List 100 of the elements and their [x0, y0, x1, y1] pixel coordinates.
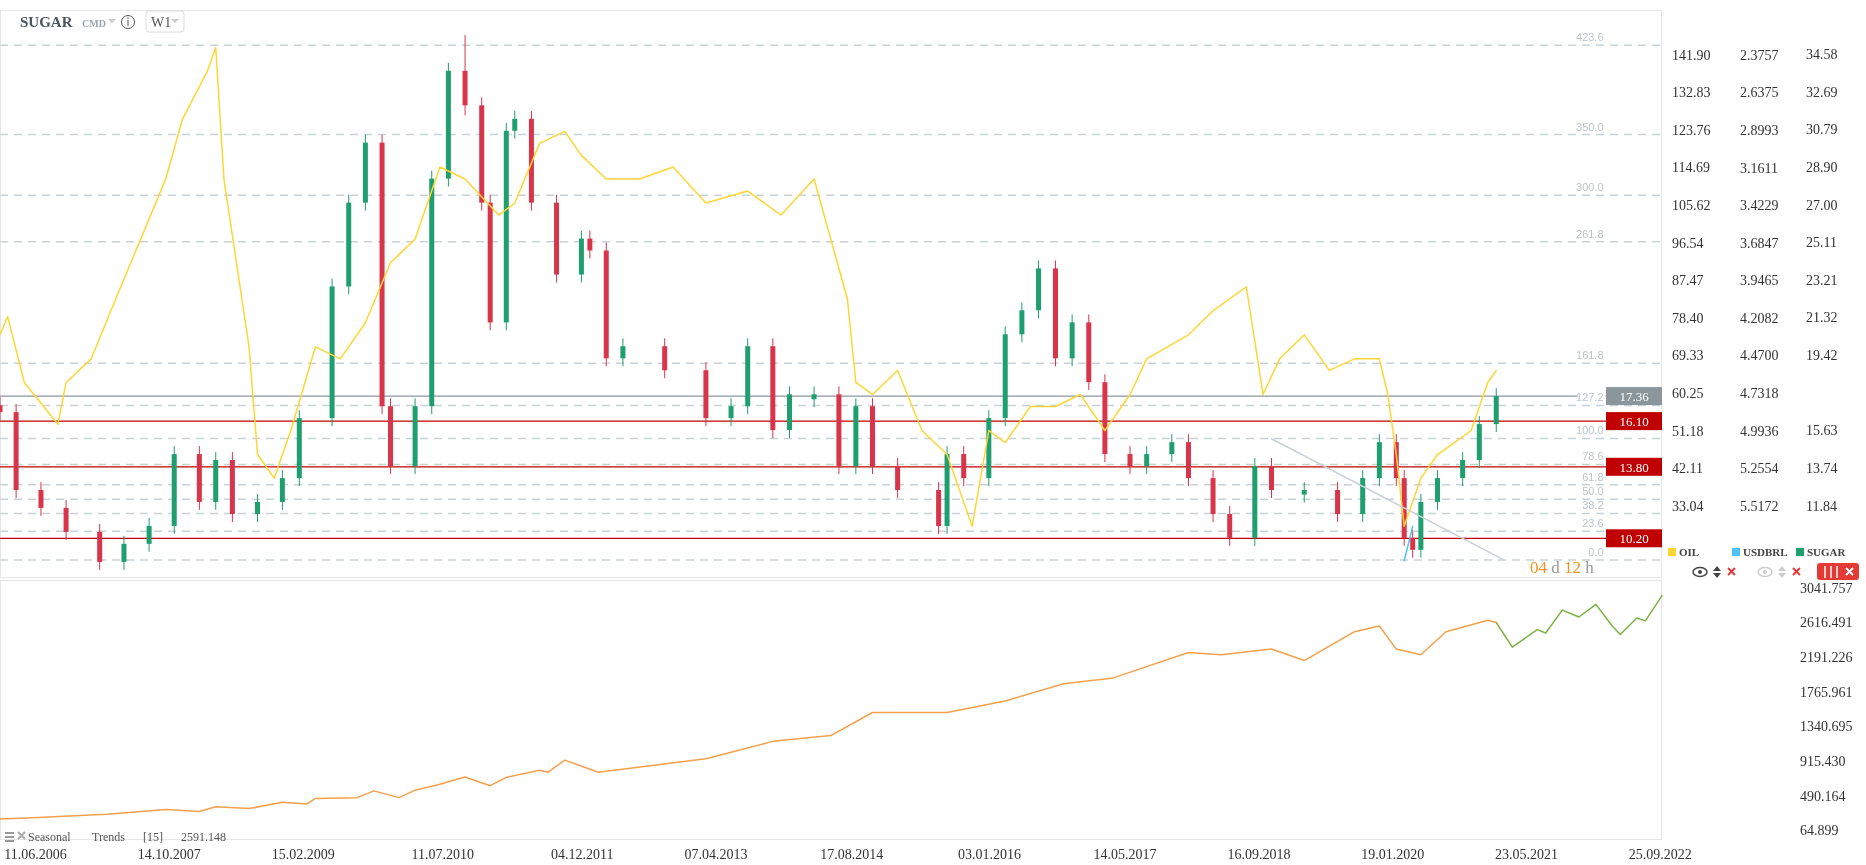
x-tick-label: 16.09.2018 — [1227, 847, 1291, 862]
annotation: 2591.148 — [181, 830, 226, 844]
legend-label: OIL — [1679, 546, 1700, 558]
y2-tick-label: 60.25 — [1672, 386, 1704, 402]
annotation: 261.8 — [1576, 227, 1604, 240]
candlestick — [121, 535, 127, 571]
x-tick-label: 07.04.2013 — [684, 847, 748, 862]
y2-tick-label: 132.83 — [1672, 85, 1711, 101]
y2-tick-label: 96.54 — [1672, 235, 1704, 251]
candlestick — [1410, 529, 1416, 559]
candlestick — [1227, 505, 1233, 547]
y2-tick-label: 141.90 — [1672, 47, 1711, 63]
y3-tick-label: 4.2082 — [1740, 310, 1779, 326]
y2-tick-label: 78.40 — [1672, 310, 1704, 326]
y2-tick-label: 69.33 — [1672, 348, 1704, 364]
legend-label: USDBRL — [1743, 546, 1788, 558]
y-tick-label: 27.00 — [1806, 197, 1838, 213]
annotation: 300.0 — [1576, 181, 1604, 194]
candlestick — [1460, 451, 1466, 487]
annotation: 61.8 — [1582, 470, 1604, 483]
annotation: 350.0 — [1576, 120, 1604, 133]
y-tick-label: 64.899 — [1800, 823, 1839, 839]
annotation: W1 — [151, 15, 172, 30]
y2-tick-label: 42.11 — [1672, 461, 1703, 477]
y3-tick-label: 3.9465 — [1740, 273, 1779, 289]
y3-tick-label: 3.6847 — [1740, 235, 1779, 251]
y-tick-label: 23.21 — [1806, 272, 1838, 288]
annotation: 38.2 — [1582, 499, 1604, 512]
candlestick — [587, 230, 593, 259]
legend-label: SUGAR — [1807, 546, 1847, 558]
candlestick — [620, 337, 626, 367]
y-tick-label: 34.58 — [1806, 47, 1838, 63]
annotation: [15] — [143, 830, 163, 844]
y-tick-label: 1340.695 — [1800, 719, 1853, 735]
y3-tick-label: 2.3757 — [1740, 47, 1779, 63]
y-tick-label: 15.63 — [1806, 423, 1838, 439]
line-series — [0, 619, 1497, 820]
annotation: 100.0 — [1576, 424, 1604, 437]
annotation: 78.6 — [1582, 450, 1604, 463]
y3-tick-label: 3.1611 — [1740, 160, 1778, 176]
chart-title: SUGAR — [20, 14, 73, 30]
y3-tick-label: 4.9936 — [1740, 423, 1779, 439]
y-tick-label: 11.84 — [1806, 498, 1837, 514]
y-tick-label: 3041.757 — [1800, 580, 1853, 596]
candlestick — [38, 481, 44, 517]
y3-tick-label: 5.2554 — [1740, 461, 1779, 477]
candlestick — [1144, 445, 1150, 475]
ref-line-label: 17.36 — [1619, 389, 1650, 405]
annotation: Seasonal — [28, 830, 72, 844]
line-series — [1495, 594, 1663, 648]
candlestick — [255, 493, 261, 523]
y-tick-label: 1765.961 — [1800, 684, 1853, 700]
candlestick — [279, 469, 285, 511]
ref-line-label: 10.20 — [1619, 531, 1649, 547]
annotation: 04 d 12 h — [1530, 558, 1595, 577]
x-tick-label: 23.05.2021 — [1495, 847, 1559, 862]
y3-tick-label: 4.4700 — [1740, 348, 1779, 364]
y-tick-label: 30.79 — [1806, 122, 1838, 138]
x-tick-label: 04.12.2011 — [550, 847, 614, 862]
line-series — [0, 46, 1497, 527]
y-tick-label: 490.164 — [1800, 788, 1846, 804]
x-tick-label: 03.01.2016 — [957, 847, 1021, 862]
y3-tick-label: 2.6375 — [1740, 85, 1779, 101]
annotation: Trends — [92, 830, 126, 844]
y-tick-label: 19.42 — [1806, 348, 1838, 364]
x-tick-label: 25.09.2022 — [1628, 847, 1692, 862]
annotation: 50.0 — [1582, 485, 1604, 498]
x-tick-label: 17.08.2014 — [820, 847, 884, 862]
candlestick — [1435, 469, 1441, 511]
candlestick — [1301, 481, 1307, 504]
text: CMD — [82, 18, 106, 29]
candlestick — [512, 110, 518, 140]
y2-tick-label: 51.18 — [1672, 423, 1704, 439]
annotation: 423.6 — [1576, 31, 1604, 44]
annotation: 0.0 — [1588, 545, 1604, 558]
y2-tick-label: 33.04 — [1672, 498, 1704, 514]
annotation: 161.8 — [1576, 349, 1604, 362]
candlestick — [811, 385, 817, 408]
y3-tick-label: 2.8993 — [1740, 122, 1779, 138]
y-tick-label: 28.90 — [1806, 159, 1838, 175]
y2-tick-label: 114.69 — [1672, 160, 1710, 176]
y-tick-label: 25.11 — [1806, 235, 1837, 251]
y2-tick-label: 123.76 — [1672, 122, 1711, 138]
ref-line-label: 16.10 — [1619, 414, 1649, 430]
y-tick-label: 915.430 — [1800, 753, 1846, 769]
candlestick — [728, 397, 734, 427]
annotation: 23.6 — [1582, 517, 1604, 530]
y-tick-label: 2191.226 — [1800, 650, 1853, 666]
x-tick-label: 14.05.2017 — [1093, 847, 1157, 862]
y3-tick-label: 5.5172 — [1740, 498, 1779, 514]
candlestick — [146, 517, 152, 553]
y2-tick-label: 105.62 — [1672, 198, 1711, 214]
x-tick-label: 15.02.2009 — [271, 847, 335, 862]
candlestick — [1169, 433, 1175, 463]
y-tick-label: 32.69 — [1806, 84, 1838, 100]
candlestick — [1127, 445, 1133, 475]
x-tick-label: 11.07.2010 — [411, 847, 474, 862]
x-tick-label: 11.06.2006 — [4, 847, 67, 862]
y2-tick-label: 87.47 — [1672, 273, 1704, 289]
x-tick-label: 19.01.2020 — [1361, 847, 1425, 862]
